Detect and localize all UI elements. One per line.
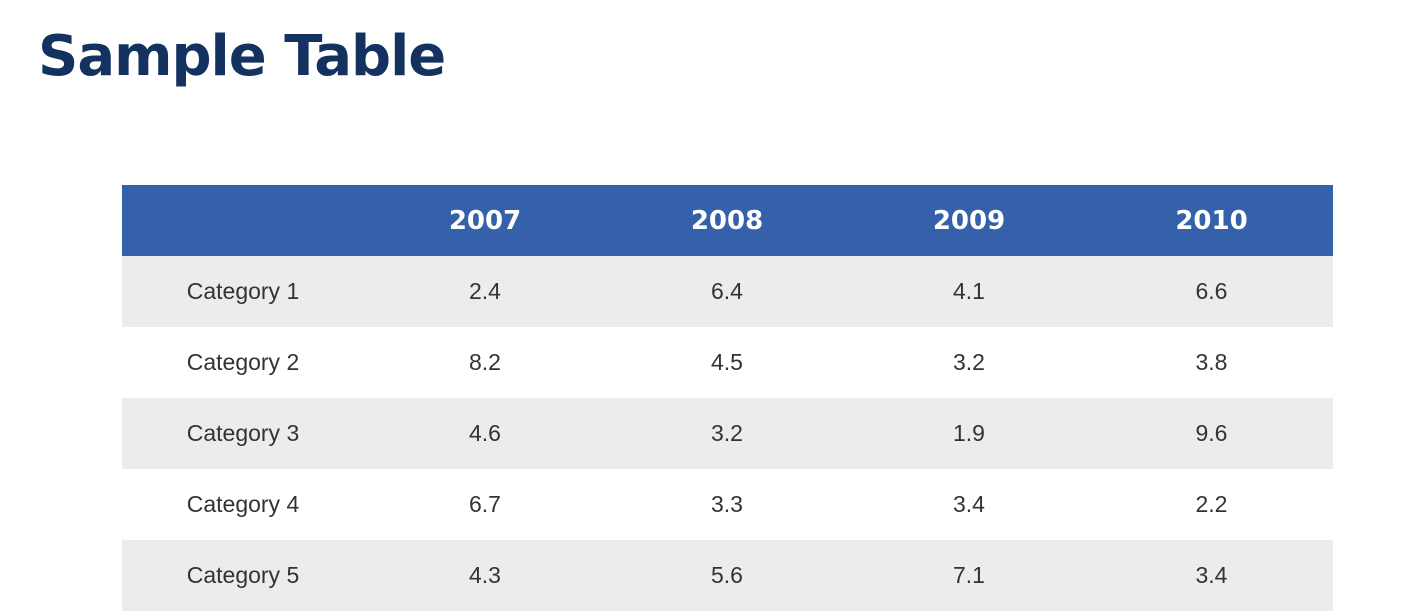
header-cell-2010: 2010 xyxy=(1175,205,1248,236)
table-row: Category 1 2.4 6.4 4.1 6.6 xyxy=(122,256,1333,327)
header-cell-2007: 2007 xyxy=(448,205,522,236)
table-cell: 3.8 xyxy=(1195,349,1228,375)
table-cell: 2.2 xyxy=(1195,491,1228,517)
table-cell: 3.3 xyxy=(711,491,743,517)
table-cell: 4.6 xyxy=(469,420,501,446)
header-cell-2009: 2009 xyxy=(932,205,1006,236)
table-cell: 3.4 xyxy=(1195,562,1228,588)
data-table: 2007 2008 2009 2010 Category 1 2.4 6.4 4… xyxy=(122,185,1333,611)
row-label: Category 5 xyxy=(186,562,300,588)
table-cell: 2.4 xyxy=(469,278,501,304)
table-cell: 7.1 xyxy=(953,562,985,588)
table-row: Category 2 8.2 4.5 3.2 3.8 xyxy=(122,327,1333,398)
table-row: Category 4 6.7 3.3 3.4 2.2 xyxy=(122,469,1333,540)
table-cell: 5.6 xyxy=(711,562,743,588)
table-cell: 4.3 xyxy=(469,562,501,588)
table-row: Category 5 4.3 5.6 7.1 3.4 xyxy=(122,540,1333,611)
row-label: Category 1 xyxy=(186,278,300,304)
table-cell: 4.5 xyxy=(711,349,743,375)
table-header-row: 2007 2008 2009 2010 xyxy=(122,185,1333,256)
page-title: Sample Table xyxy=(38,24,446,89)
table-cell: 3.2 xyxy=(711,420,743,446)
row-label: Category 4 xyxy=(186,491,300,517)
table-cell: 4.1 xyxy=(953,278,985,304)
table-cell: 6.6 xyxy=(1195,278,1228,304)
header-cell-2008: 2008 xyxy=(690,205,764,236)
table-cell: 9.6 xyxy=(1195,420,1228,446)
table-cell: 3.2 xyxy=(953,349,985,375)
row-label: Category 3 xyxy=(186,420,300,446)
table-cell: 3.4 xyxy=(953,491,985,517)
header-cell-empty xyxy=(122,185,364,256)
table-cell: 6.7 xyxy=(469,491,501,517)
table-row: Category 3 4.6 3.2 1.9 9.6 xyxy=(122,398,1333,469)
table-cell: 1.9 xyxy=(953,420,985,446)
table-cell: 6.4 xyxy=(711,278,743,304)
table-cell: 8.2 xyxy=(469,349,501,375)
row-label: Category 2 xyxy=(186,349,300,375)
